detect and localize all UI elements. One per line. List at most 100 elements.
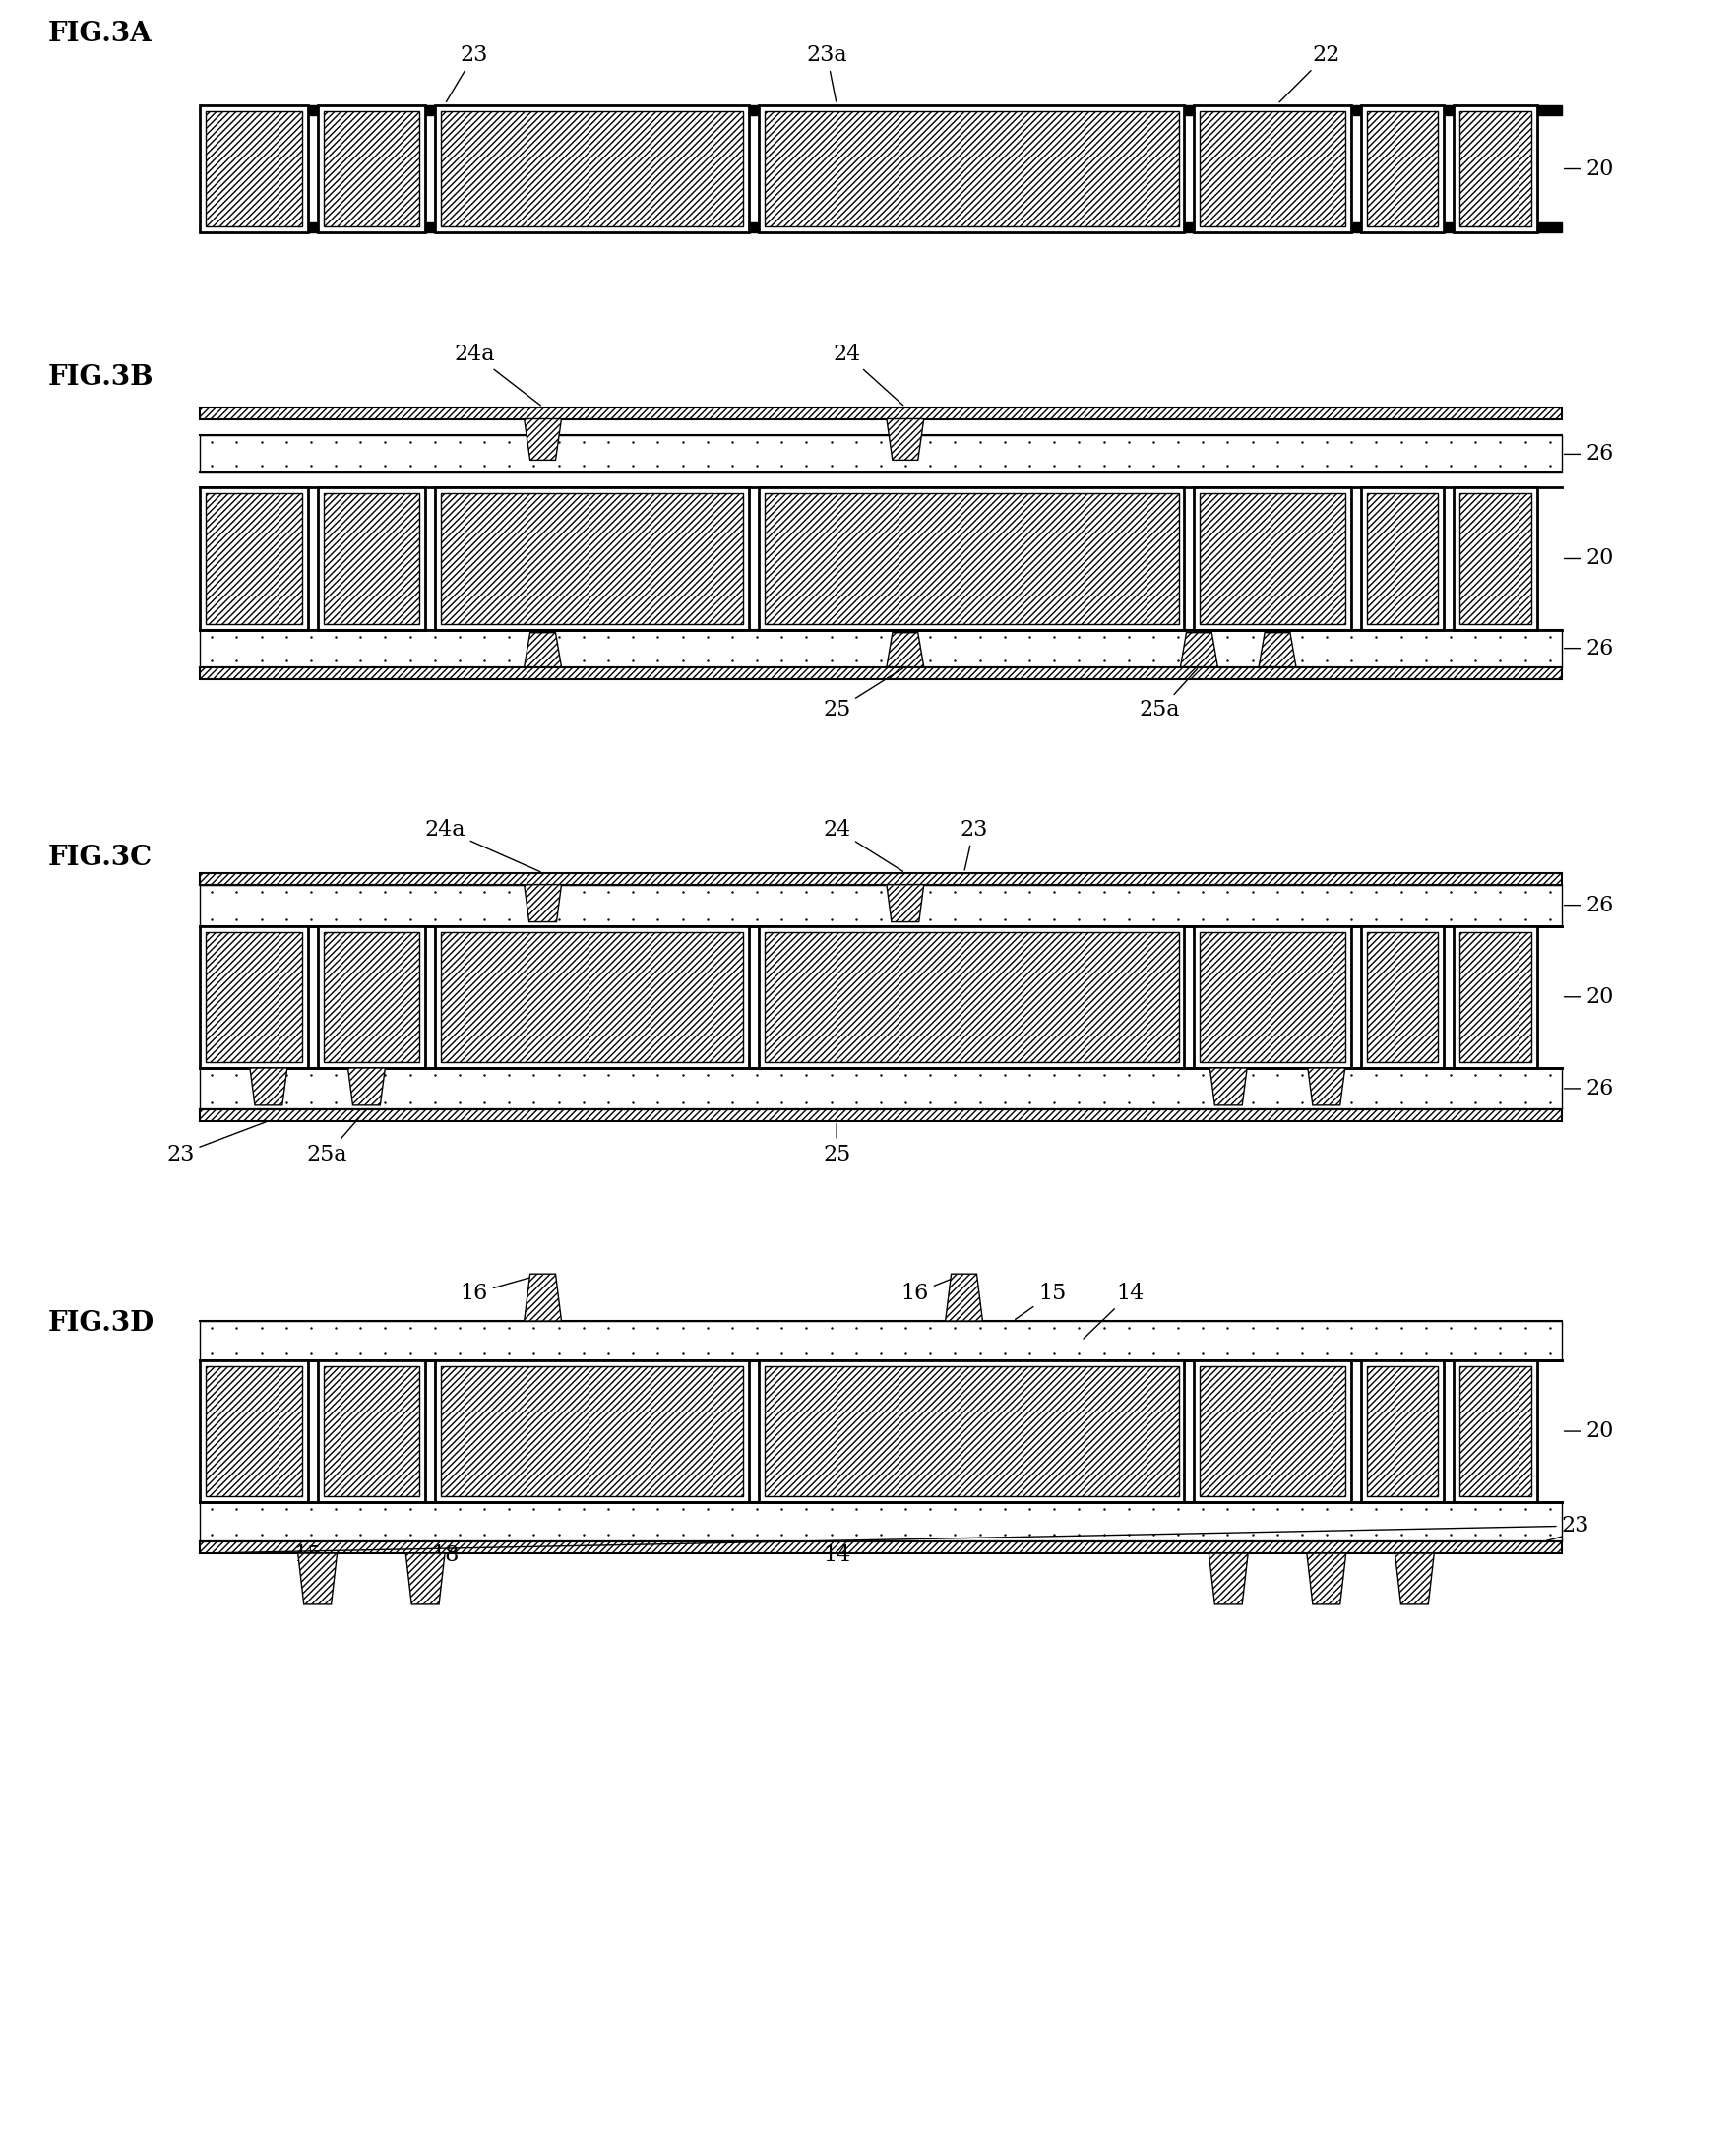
Bar bbox=[1458, 1366, 1529, 1496]
Text: FIG.3D: FIG.3D bbox=[49, 1310, 155, 1336]
Bar bbox=[1453, 487, 1536, 630]
Text: 20: 20 bbox=[1564, 1421, 1613, 1443]
Bar bbox=[1193, 487, 1351, 630]
Polygon shape bbox=[524, 886, 561, 922]
Polygon shape bbox=[885, 886, 924, 922]
Bar bbox=[200, 1321, 1561, 1359]
Polygon shape bbox=[1210, 1067, 1246, 1105]
Bar bbox=[200, 105, 1561, 115]
Bar bbox=[759, 1359, 1184, 1502]
Text: 15: 15 bbox=[1014, 1283, 1066, 1319]
Bar bbox=[441, 1366, 743, 1496]
Text: FIG.3A: FIG.3A bbox=[49, 21, 153, 47]
Bar bbox=[441, 111, 743, 226]
Bar bbox=[200, 886, 1561, 926]
Text: 24: 24 bbox=[823, 819, 903, 871]
Bar bbox=[1193, 107, 1219, 115]
Bar bbox=[200, 1541, 1561, 1554]
Text: 20: 20 bbox=[1564, 986, 1613, 1007]
Bar bbox=[200, 630, 1561, 668]
Text: 14: 14 bbox=[823, 1541, 851, 1566]
Bar bbox=[207, 493, 302, 623]
Text: 23: 23 bbox=[203, 1515, 1588, 1554]
Bar bbox=[1193, 105, 1351, 233]
Bar bbox=[434, 1359, 748, 1502]
Bar bbox=[1200, 1366, 1344, 1496]
Bar bbox=[318, 105, 425, 233]
Bar bbox=[200, 408, 1561, 418]
Text: 16: 16 bbox=[460, 1274, 540, 1304]
Text: 25a: 25a bbox=[1139, 668, 1196, 721]
Bar bbox=[434, 105, 748, 233]
Polygon shape bbox=[299, 1554, 337, 1605]
Polygon shape bbox=[1305, 1554, 1345, 1605]
Polygon shape bbox=[524, 418, 561, 461]
Bar bbox=[200, 1359, 307, 1502]
Polygon shape bbox=[1259, 632, 1295, 668]
Bar bbox=[1359, 105, 1443, 233]
Bar bbox=[1366, 1366, 1437, 1496]
Polygon shape bbox=[250, 1067, 286, 1105]
Text: 25a: 25a bbox=[307, 1112, 365, 1165]
Bar bbox=[1359, 926, 1443, 1067]
Bar bbox=[200, 1502, 1561, 1541]
Bar bbox=[318, 487, 425, 630]
Bar bbox=[1366, 111, 1437, 226]
Bar bbox=[1366, 493, 1437, 623]
Bar bbox=[323, 493, 418, 623]
Polygon shape bbox=[885, 418, 924, 461]
Bar bbox=[1200, 933, 1344, 1063]
Bar bbox=[441, 933, 743, 1063]
Text: 18: 18 bbox=[425, 1545, 458, 1603]
Text: 23a: 23a bbox=[806, 45, 847, 102]
Bar bbox=[1453, 105, 1536, 233]
Bar bbox=[856, 107, 880, 115]
Bar bbox=[759, 487, 1184, 630]
Text: 23: 23 bbox=[167, 1122, 266, 1165]
Text: 23: 23 bbox=[960, 819, 988, 871]
Bar bbox=[764, 1366, 1177, 1496]
Bar bbox=[207, 111, 302, 226]
Bar bbox=[323, 1366, 418, 1496]
Bar bbox=[1458, 111, 1529, 226]
Text: 14: 14 bbox=[1083, 1283, 1144, 1338]
Bar bbox=[764, 493, 1177, 623]
Polygon shape bbox=[347, 1067, 385, 1105]
Text: 15: 15 bbox=[293, 1545, 321, 1603]
Bar bbox=[318, 926, 425, 1067]
Bar bbox=[1458, 493, 1529, 623]
Bar bbox=[1453, 926, 1536, 1067]
Bar bbox=[1200, 493, 1344, 623]
Polygon shape bbox=[1307, 1067, 1344, 1105]
Text: 24a: 24a bbox=[424, 819, 540, 873]
Bar bbox=[1359, 487, 1443, 630]
Polygon shape bbox=[524, 1274, 561, 1321]
Bar bbox=[441, 493, 743, 623]
Bar bbox=[1453, 1359, 1536, 1502]
Bar bbox=[200, 873, 1561, 886]
Bar bbox=[764, 933, 1177, 1063]
Bar bbox=[1200, 111, 1344, 226]
Bar bbox=[200, 222, 1561, 233]
Polygon shape bbox=[524, 632, 561, 668]
Text: 24a: 24a bbox=[453, 344, 540, 405]
Bar bbox=[434, 487, 748, 630]
Bar bbox=[764, 111, 1177, 226]
Bar bbox=[759, 926, 1184, 1067]
Bar bbox=[200, 926, 307, 1067]
Text: 20: 20 bbox=[1564, 158, 1613, 179]
Bar bbox=[200, 1067, 1561, 1110]
Polygon shape bbox=[1208, 1554, 1248, 1605]
Bar bbox=[200, 105, 307, 233]
Polygon shape bbox=[1180, 632, 1217, 668]
Text: 26: 26 bbox=[1564, 444, 1613, 465]
Text: 24: 24 bbox=[832, 344, 903, 405]
Text: 16: 16 bbox=[901, 1274, 962, 1304]
Bar bbox=[759, 105, 1184, 233]
Bar bbox=[207, 1366, 302, 1496]
Bar bbox=[759, 107, 783, 115]
Bar bbox=[1359, 1359, 1443, 1502]
Bar bbox=[533, 107, 557, 115]
Polygon shape bbox=[406, 1554, 444, 1605]
Bar bbox=[434, 926, 748, 1067]
